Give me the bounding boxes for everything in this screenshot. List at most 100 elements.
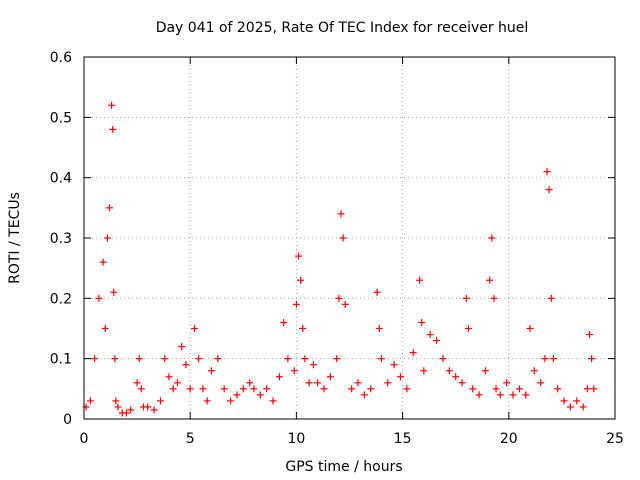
data-point (299, 325, 307, 332)
data-point (426, 331, 434, 339)
data-point (133, 379, 141, 387)
data-point (109, 125, 117, 133)
data-point (337, 210, 345, 218)
data-point (275, 373, 283, 381)
data-point (547, 294, 555, 302)
data-point (554, 385, 562, 393)
data-point (250, 385, 258, 393)
data-point (186, 385, 194, 393)
data-point (190, 325, 198, 332)
data-point (526, 325, 534, 332)
data-point (403, 385, 411, 393)
data-point (509, 391, 517, 399)
data-point (239, 385, 247, 393)
data-point (122, 409, 130, 417)
y-tick-label: 0.4 (50, 171, 72, 187)
data-point (590, 385, 598, 393)
data-point (579, 403, 587, 411)
data-point (396, 373, 404, 381)
data-point (588, 355, 596, 363)
data-point (227, 397, 235, 405)
y-tick-label: 0.1 (50, 352, 72, 368)
data-point (490, 294, 498, 302)
axis-ticks: 0 0.1 0.2 0.3 0.4 0.5 0.6 0 5 10 15 20 25 (50, 50, 624, 447)
data-point (309, 361, 317, 369)
data-point (292, 300, 300, 308)
y-tick-label: 0.2 (50, 291, 72, 307)
data-point (173, 379, 181, 387)
data-point (439, 355, 447, 363)
data-point (433, 337, 441, 345)
y-axis-label: ROTI / TECUs (7, 192, 23, 284)
data-point (335, 294, 343, 302)
data-point (101, 325, 109, 332)
data-point (295, 252, 303, 260)
data-point (269, 397, 277, 405)
data-point (284, 355, 292, 363)
data-point (503, 379, 511, 387)
data-point (314, 379, 322, 387)
data-point (326, 373, 334, 381)
data-point (169, 385, 177, 393)
data-point (297, 276, 305, 284)
grid-lines (84, 57, 615, 419)
data-point (290, 367, 298, 375)
data-point (445, 367, 453, 375)
data-point (373, 288, 381, 296)
data-point (452, 373, 460, 381)
y-tick-label: 0.6 (50, 50, 72, 66)
data-points (82, 101, 598, 417)
data-point (354, 379, 362, 387)
data-point (377, 355, 385, 363)
data-point (320, 385, 328, 393)
data-point (496, 391, 504, 399)
data-point (515, 385, 523, 393)
data-point (127, 406, 135, 414)
data-point (256, 391, 264, 399)
data-point (541, 355, 549, 363)
data-point (586, 331, 594, 339)
data-point (543, 168, 551, 176)
data-point (195, 355, 203, 363)
data-point (333, 355, 341, 363)
data-point (530, 367, 538, 375)
data-point (469, 385, 477, 393)
data-point (549, 355, 557, 363)
data-point (99, 258, 107, 266)
data-point (375, 325, 383, 332)
data-point (301, 355, 309, 363)
data-point (341, 300, 349, 308)
data-point (246, 379, 254, 387)
data-point (214, 355, 222, 363)
data-point (418, 318, 426, 326)
data-point (573, 397, 581, 405)
data-point (108, 101, 116, 109)
data-point (464, 325, 472, 332)
y-tick-label: 0 (63, 412, 72, 428)
data-point (409, 349, 417, 357)
x-tick-label: 25 (606, 431, 624, 447)
data-point (178, 343, 186, 351)
data-point (233, 391, 241, 399)
data-point (105, 204, 113, 212)
data-point (135, 355, 143, 363)
data-point (475, 391, 483, 399)
data-point (137, 385, 145, 393)
data-point (545, 186, 553, 194)
data-point (481, 367, 489, 375)
data-point (583, 385, 591, 393)
data-point (110, 288, 118, 296)
x-tick-label: 20 (500, 431, 518, 447)
data-point (348, 385, 356, 393)
data-point (182, 361, 190, 369)
data-point (207, 367, 215, 375)
data-point (305, 379, 313, 387)
data-point (156, 397, 164, 405)
data-point (161, 355, 169, 363)
data-point (384, 379, 392, 387)
data-point (339, 234, 347, 242)
x-tick-label: 15 (394, 431, 412, 447)
data-point (458, 379, 466, 387)
data-point (220, 385, 228, 393)
